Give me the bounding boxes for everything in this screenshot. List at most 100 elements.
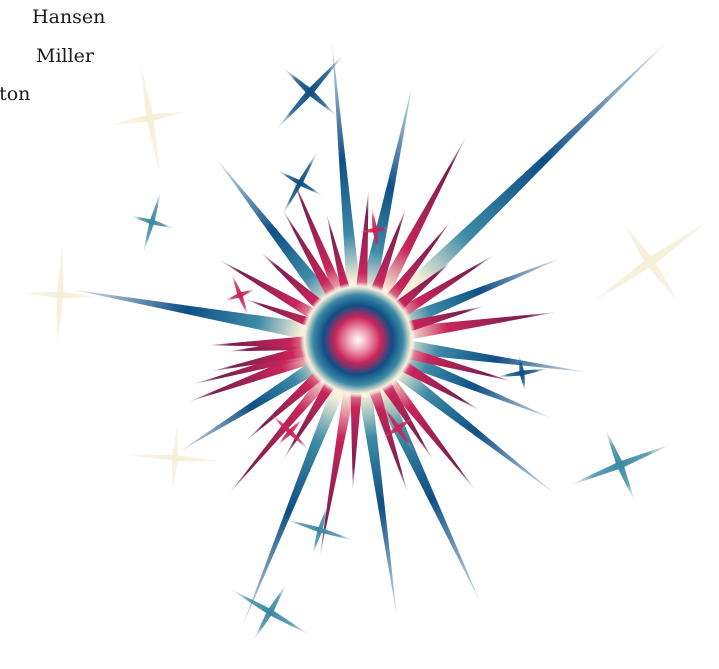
sparkle-star-point: [125, 454, 176, 461]
sparkle-stars: [21, 51, 712, 643]
starburst-ray: [388, 262, 450, 316]
starburst-ray: [399, 345, 513, 382]
starburst-core: [300, 282, 416, 398]
sparkle-star-icon: [494, 353, 550, 393]
starburst-ray: [246, 365, 329, 441]
starburst-ray: [326, 213, 352, 298]
sparkle-star-point: [307, 89, 339, 118]
sparkle-star-point: [146, 117, 161, 178]
sparkle-star-point: [521, 368, 550, 376]
starburst-ray: [401, 312, 557, 341]
sparkle-star-point: [174, 455, 225, 462]
starburst-ray: [331, 41, 362, 296]
sparkle-star-icon: [357, 205, 393, 255]
sparkle-star-point: [618, 442, 676, 469]
starburst-ray: [384, 41, 668, 316]
starburst-ray: [397, 257, 562, 330]
sparkle-star-point: [223, 292, 241, 302]
sparkle-star-point: [307, 51, 347, 95]
sparkle-star-point: [288, 417, 304, 434]
sparkle-star-point: [518, 353, 525, 374]
sparkle-star-point: [646, 259, 681, 305]
sparkle-star-icon: [269, 412, 311, 452]
starburst-ray: [369, 377, 481, 603]
starburst-ray: [359, 85, 413, 298]
starburst-ray: [211, 343, 316, 372]
sparkle-star-icon: [21, 240, 99, 350]
starburst-ray: [283, 210, 341, 304]
sparkle-star-point: [311, 529, 323, 557]
sparkle-star-icon: [275, 148, 325, 218]
sparkle-star-point: [604, 426, 624, 467]
sparkle-star-icon: [108, 58, 192, 178]
starburst-ray: [261, 253, 329, 315]
sparkle-star-point: [21, 291, 61, 299]
starburst-ray: [208, 335, 314, 348]
starburst-ray: [372, 136, 466, 304]
sparkle-star-point: [395, 426, 415, 453]
sparkle-star-point: [139, 58, 154, 119]
sparkle-star-point: [619, 219, 654, 265]
sparkle-star-point: [281, 518, 321, 533]
sparkle-star-point: [494, 370, 523, 378]
sparkle-star-point: [149, 188, 162, 223]
sparkle-star-point: [588, 258, 653, 305]
sparkle-star-point: [149, 110, 192, 122]
sparkle-star-point: [319, 527, 359, 542]
sparkle-star-point: [56, 294, 64, 350]
sparkle-star-point: [237, 294, 249, 319]
sparkle-star-point: [172, 423, 178, 459]
sparkle-star-point: [519, 372, 526, 393]
sparkle-star-point: [396, 416, 416, 431]
sparkle-star-point: [128, 215, 153, 225]
sparkle-star-icon: [564, 426, 676, 504]
starburst-ray: [229, 370, 334, 494]
sparkle-star-point: [372, 229, 379, 255]
sparkle-star-icon: [128, 188, 176, 256]
sparkle-star-point: [380, 425, 400, 440]
author-name-hansen: Hansen: [32, 6, 106, 28]
starburst-ray: [367, 208, 406, 300]
sparkle-star-icon: [588, 219, 712, 305]
sparkle-star-point: [297, 148, 320, 185]
sparkle-star-icon: [226, 581, 314, 643]
starburst-ray: [376, 375, 433, 459]
starburst-ray: [319, 383, 357, 557]
sparkle-star-point: [381, 403, 401, 430]
sparkle-star-point: [273, 89, 313, 133]
starburst-ray: [389, 362, 555, 494]
starburst-ray: [366, 380, 408, 493]
sparkle-star-point: [267, 581, 288, 614]
sparkle-star-point: [281, 66, 313, 95]
sparkle-star-point: [56, 240, 64, 296]
sparkle-star-point: [647, 219, 712, 266]
starburst-ray: [397, 350, 553, 419]
starburst-ray: [72, 289, 316, 341]
sparkle-star-point: [371, 205, 378, 231]
sparkle-star-point: [239, 288, 257, 298]
starburst-ray: [241, 379, 348, 628]
starburst-ray: [179, 357, 324, 452]
sparkle-star-point: [268, 609, 314, 637]
sparkle-star-icon: [281, 503, 359, 557]
sparkle-star-icon: [273, 51, 347, 133]
sparkle-star-point: [172, 457, 178, 493]
sparkle-star-point: [288, 430, 311, 452]
sparkle-star-point: [231, 271, 243, 296]
starburst-ray: [350, 384, 363, 490]
sparkle-star-point: [298, 180, 325, 197]
starburst-ray: [219, 260, 322, 323]
sparkle-star-point: [564, 461, 622, 488]
starburst-ray: [216, 158, 337, 310]
starburst-ray: [245, 299, 318, 330]
sparkle-star-point: [275, 169, 302, 186]
sparkle-star-point: [317, 503, 329, 531]
sparkle-star-point: [357, 227, 376, 233]
sparkle-star-point: [616, 463, 636, 504]
sparkle-star-point: [151, 219, 176, 229]
sparkle-star-point: [108, 114, 151, 126]
sparkle-star-icon: [380, 403, 416, 453]
